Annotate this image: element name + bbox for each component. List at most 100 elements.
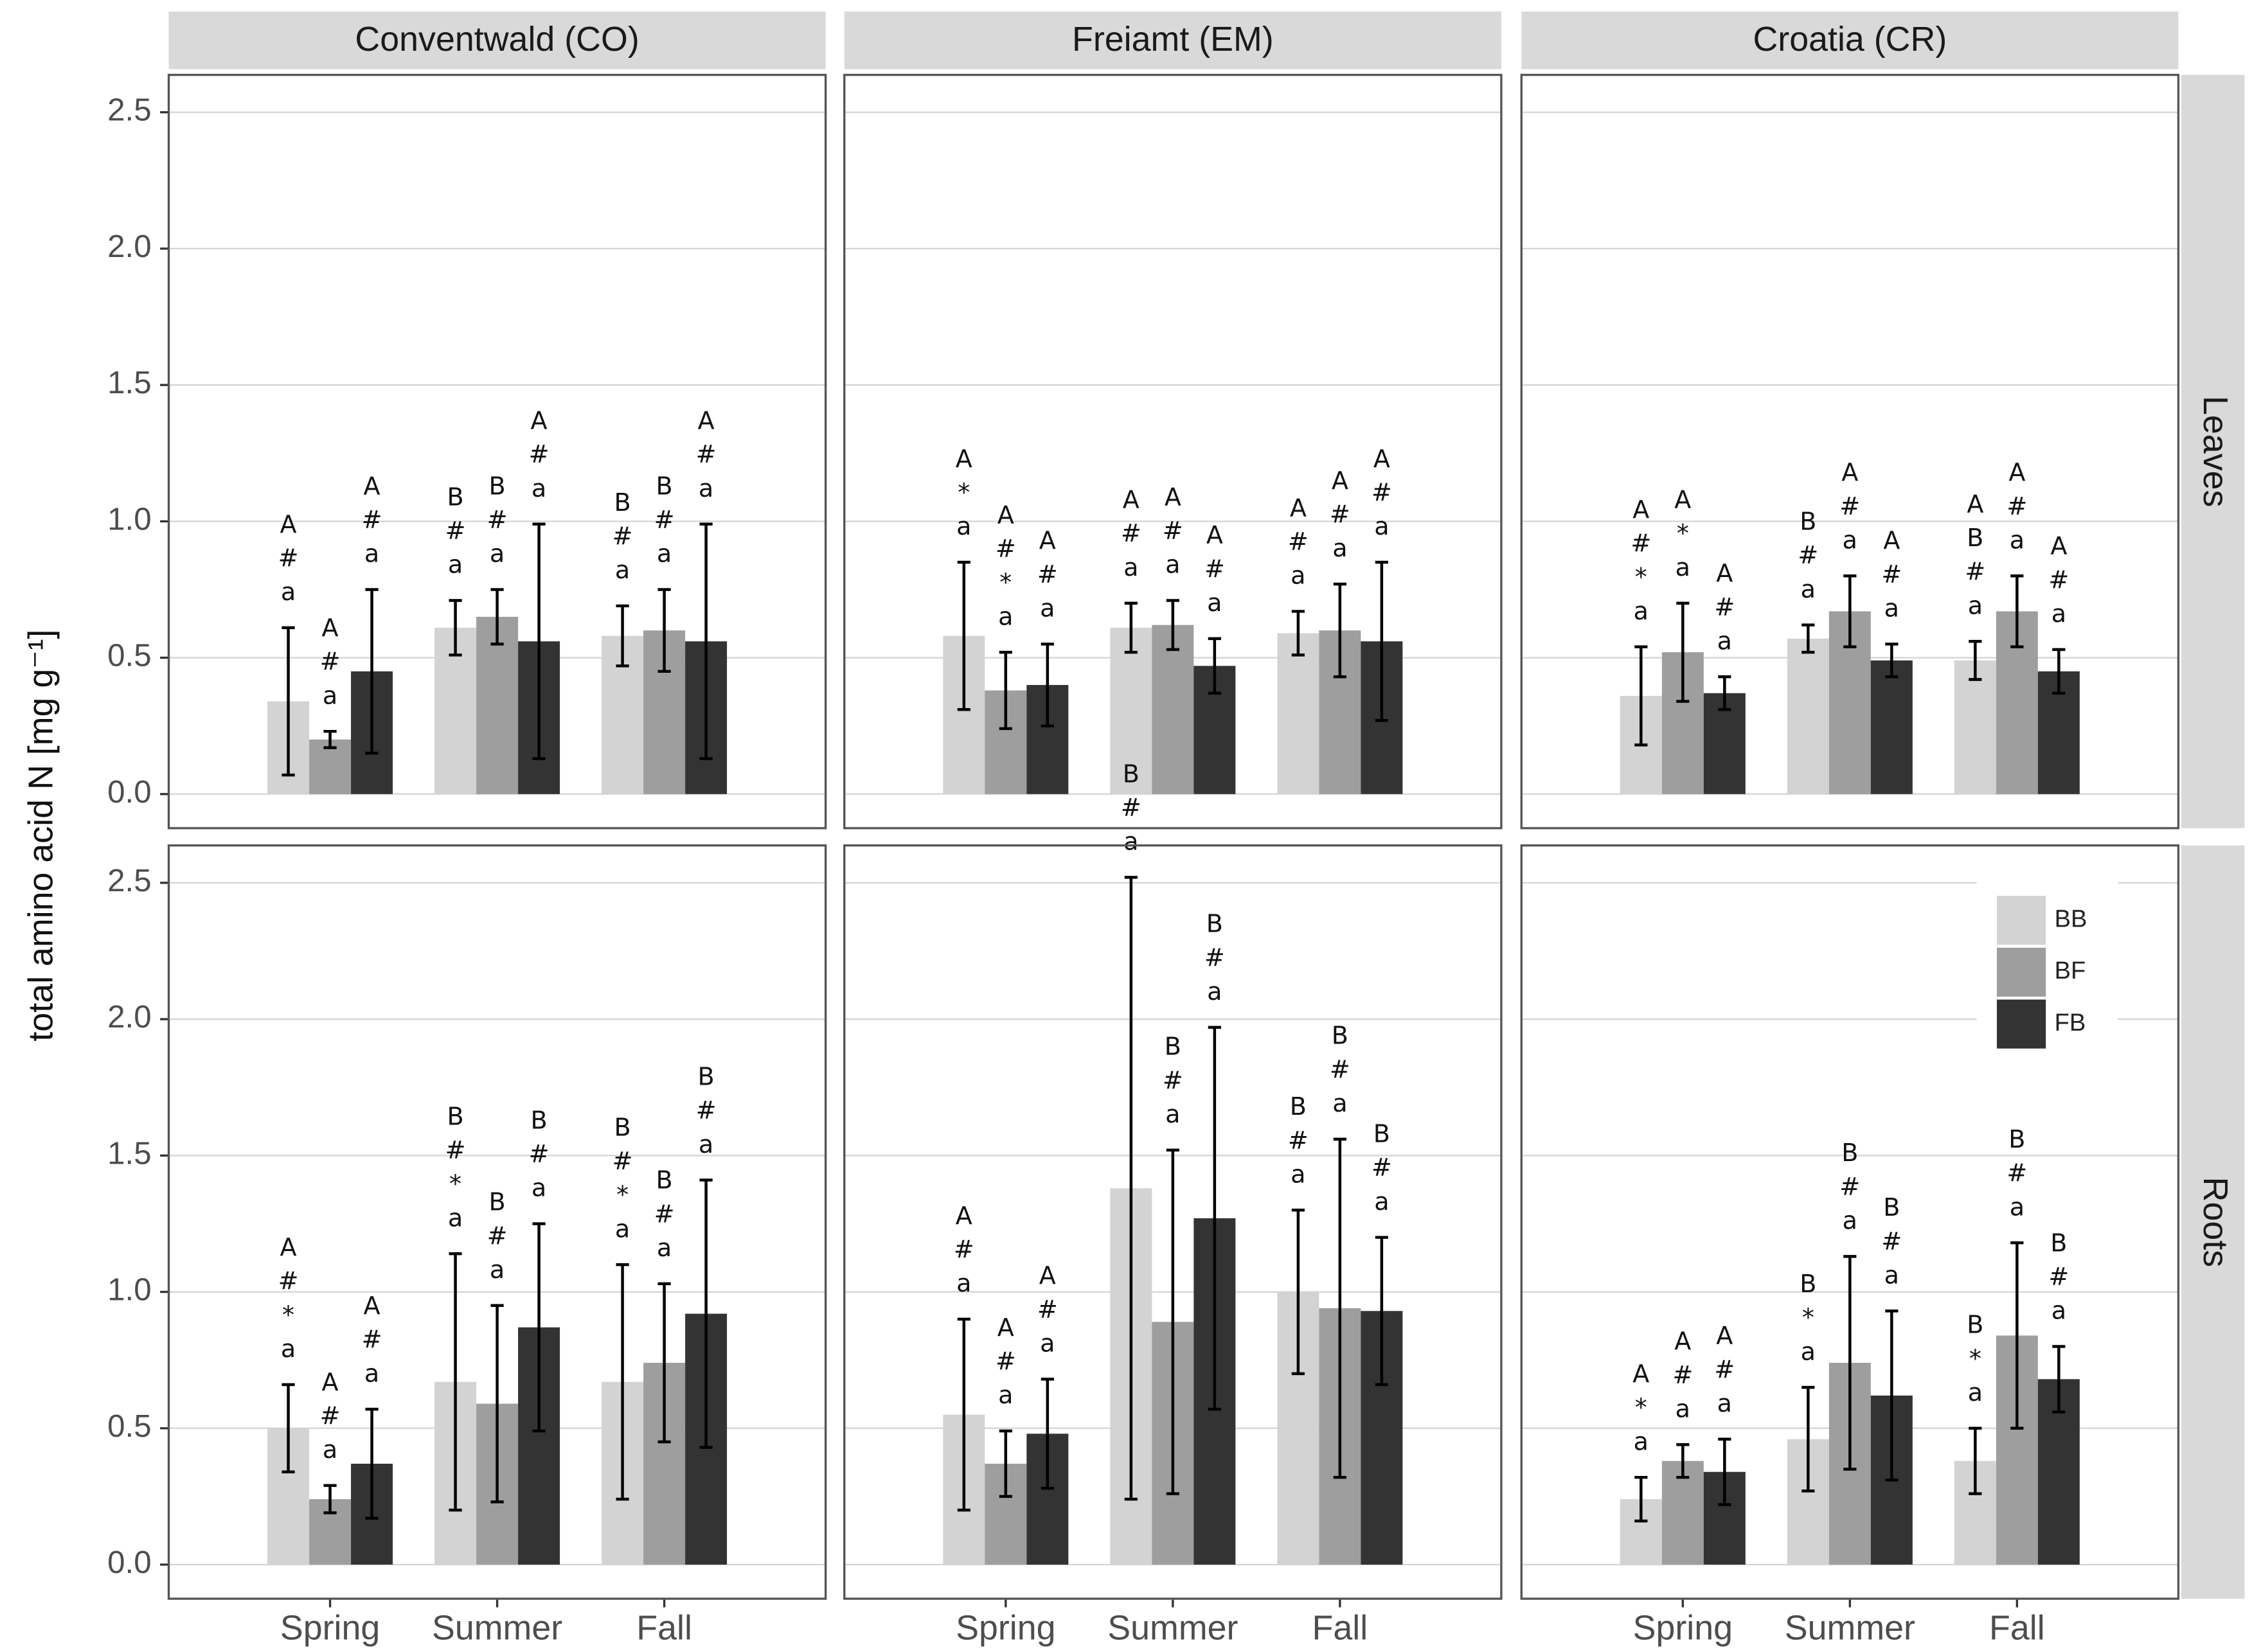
- error-bar: [1676, 601, 1690, 703]
- x-tick-label: Summer: [1107, 1609, 1238, 1648]
- bar: [1152, 625, 1194, 794]
- y-tick-label: 0.0: [107, 1545, 152, 1580]
- legend-label: BB: [2055, 905, 2087, 932]
- significance-char: a: [1676, 553, 1690, 581]
- error-bar: [999, 1429, 1012, 1498]
- significance-char: #: [996, 1347, 1016, 1375]
- significance-label: B # a: [1288, 1092, 1309, 1188]
- significance-char: B: [1800, 1269, 1816, 1297]
- significance-char: a: [1676, 1394, 1690, 1423]
- significance-label: A # a: [1672, 1327, 1693, 1423]
- significance-char: B: [2008, 1125, 2025, 1153]
- significance-label: A # a: [2048, 531, 2069, 627]
- x-tick-label: Summer: [1785, 1609, 1915, 1648]
- panel-border: [1520, 73, 2180, 830]
- legend-key: [1996, 896, 2046, 945]
- significance-label: A # a: [1881, 526, 1902, 622]
- error-bar: [365, 588, 379, 755]
- error-bar: [699, 1178, 713, 1449]
- error-bar: [1375, 1236, 1388, 1387]
- significance-label: B * a: [1967, 1310, 1983, 1406]
- error-bar: [1801, 1385, 1815, 1493]
- significance-char: B: [2050, 1229, 2067, 1257]
- significance-char: a: [956, 512, 971, 540]
- significance-char: #: [1288, 1126, 1309, 1154]
- significance-char: B: [447, 1102, 464, 1130]
- significance-char: A: [280, 510, 297, 538]
- significance-char: B: [1206, 909, 1223, 937]
- significance-char: a: [1123, 827, 1138, 855]
- y-tick-label: 2.5: [107, 93, 152, 128]
- significance-char: A: [1883, 526, 1900, 555]
- significance-char: a: [1332, 534, 1347, 562]
- significance-char: B: [1290, 1092, 1307, 1121]
- y-tick-label: 2.5: [107, 863, 152, 898]
- significance-char: A: [2008, 458, 2025, 486]
- error-bar: [532, 1222, 546, 1433]
- significance-char: B: [447, 483, 464, 511]
- significance-char: B: [1373, 1119, 1390, 1148]
- significance-char: #: [445, 516, 466, 544]
- significance-char: a: [364, 1359, 379, 1387]
- significance-char: a: [1884, 594, 1899, 622]
- significance-char: A: [2050, 531, 2067, 560]
- significance-char: #: [1121, 519, 1141, 547]
- significance-char: a: [1843, 526, 1857, 554]
- significance-label: A # a: [1288, 493, 1309, 589]
- significance-char: *: [1677, 519, 1689, 547]
- significance-char: #: [1881, 560, 1902, 588]
- error-bar: [1166, 1148, 1179, 1495]
- significance-char: #: [1163, 1066, 1183, 1094]
- error-bar: [1333, 582, 1346, 679]
- bar: [1277, 633, 1319, 794]
- significance-char: A: [1332, 466, 1348, 494]
- significance-char: a: [699, 474, 713, 502]
- error-bar: [1375, 560, 1388, 722]
- error-bar: [1676, 1443, 1690, 1479]
- error-bar: [657, 588, 671, 673]
- error-bar: [1718, 1437, 1731, 1506]
- legend-label: FB: [2055, 1009, 2086, 1036]
- significance-label: B # a: [696, 1062, 717, 1158]
- significance-label: B # a: [654, 472, 675, 567]
- error-bar: [2010, 574, 2024, 648]
- significance-label: A # a: [529, 406, 550, 502]
- significance-char: #: [1288, 527, 1309, 555]
- y-tick-label: 1.0: [107, 1272, 152, 1308]
- error-bar: [1124, 876, 1138, 1501]
- significance-char: *: [1635, 1393, 1647, 1421]
- significance-char: A: [1674, 485, 1691, 513]
- significance-char: a: [2051, 1296, 2066, 1324]
- legend-key: [1996, 947, 2046, 997]
- significance-char: #: [445, 1136, 466, 1164]
- error-bar: [1291, 1208, 1305, 1376]
- significance-char: A: [1123, 485, 1139, 513]
- error-bar: [1801, 623, 1815, 654]
- significance-char: #: [1037, 1295, 1058, 1323]
- significance-label: B # a: [654, 1166, 675, 1261]
- y-tick-label: 1.0: [107, 501, 152, 537]
- bar: [1954, 660, 1996, 794]
- significance-char: A: [1039, 526, 1056, 555]
- significance-char: a: [2010, 526, 2024, 554]
- significance-char: A: [1206, 520, 1223, 549]
- error-bar: [2052, 1345, 2066, 1414]
- error-bar: [616, 1263, 629, 1501]
- significance-char: *: [616, 1180, 629, 1209]
- x-tick-label: Spring: [956, 1609, 1055, 1648]
- significance-char: a: [1165, 1100, 1180, 1128]
- significance-char: #: [278, 544, 299, 572]
- error-bar: [1208, 637, 1221, 695]
- significance-char: #: [1330, 500, 1350, 528]
- significance-char: #: [487, 506, 508, 534]
- significance-label: A # a: [1163, 483, 1183, 578]
- y-tick-label: 0.0: [107, 774, 152, 810]
- error-bar: [1041, 1378, 1054, 1490]
- significance-label: A # a: [320, 614, 341, 709]
- error-bar: [1885, 1310, 1899, 1482]
- significance-char: a: [281, 578, 296, 606]
- significance-char: #: [654, 506, 675, 534]
- y-tick-label: 2.0: [107, 999, 152, 1035]
- significance-label: A # a: [278, 510, 299, 605]
- error-bar: [2010, 1241, 2024, 1430]
